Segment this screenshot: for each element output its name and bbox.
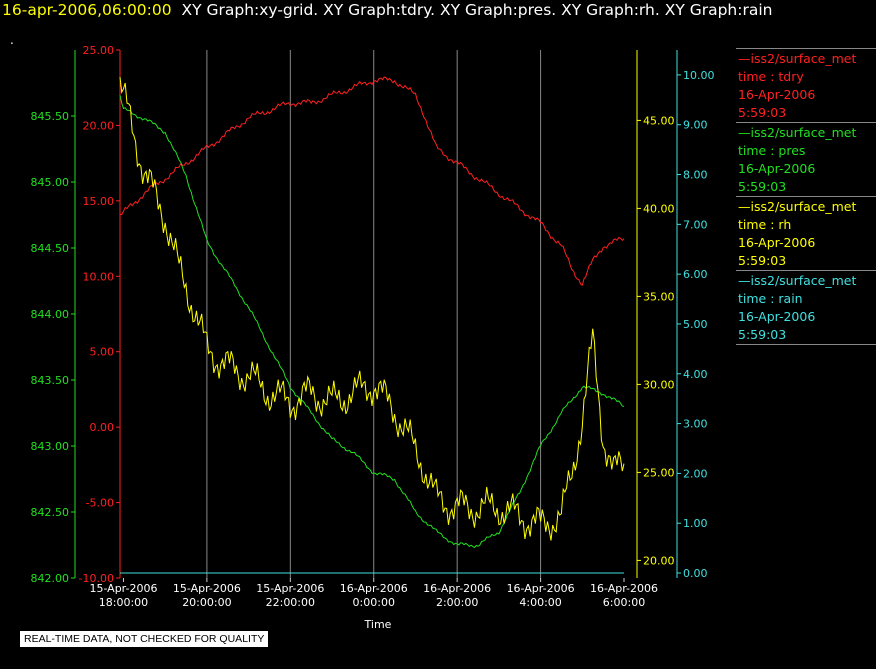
rain-tick-label: 6.00	[683, 268, 708, 281]
pres-tick-label: 844.50	[31, 242, 70, 255]
x-axis-label: Time	[364, 618, 392, 631]
legend-date: 16-Apr-2006	[738, 235, 816, 250]
rain-tick-label: 1.00	[683, 517, 708, 530]
tdry-tick-label: 20.00	[83, 119, 115, 132]
legend-source: —iss2/surface_met	[738, 273, 857, 288]
tdry-tick-label: 0.00	[90, 421, 115, 434]
rain-tick-label: 5.00	[683, 318, 708, 331]
x-tick-time: 0:00:00	[353, 596, 395, 609]
rain-tick-label: 8.00	[683, 169, 708, 182]
x-tick-date: 16-Apr-2006	[340, 582, 408, 595]
legend-variable: time : rh	[738, 217, 792, 232]
legend-date: 16-Apr-2006	[738, 161, 816, 176]
x-tick-time: 20:00:00	[182, 596, 231, 609]
pres-tick-label: 845.00	[31, 176, 70, 189]
header-graph-titles: XY Graph:xy-grid. XY Graph:tdry. XY Grap…	[181, 1, 773, 19]
rain-tick-label: 7.00	[683, 218, 708, 231]
header-dot: .	[10, 33, 14, 47]
x-tick-date: 16-Apr-2006	[507, 582, 575, 595]
legend-variable: time : tdry	[738, 69, 804, 84]
rh-tick-label: 30.00	[643, 378, 675, 391]
tdry-tick-label: -10.00	[79, 572, 114, 585]
legend-time: 5:59:03	[738, 105, 787, 120]
legend-variable: time : pres	[738, 143, 806, 158]
rh-tick-label: 20.00	[643, 554, 675, 567]
legend-time: 5:59:03	[738, 179, 787, 194]
rh-tick-label: 35.00	[643, 290, 675, 303]
legend-date: 16-Apr-2006	[738, 309, 816, 324]
legend-source: —iss2/surface_met	[738, 199, 857, 214]
tdry-series-line	[120, 76, 625, 286]
tdry-tick-label: -5.00	[86, 497, 114, 510]
pres-tick-label: 842.50	[31, 506, 70, 519]
x-tick-time: 4:00:00	[519, 596, 561, 609]
header-timestamp: 16-apr-2006,06:00:00	[2, 1, 172, 19]
rh-tick-label: 25.00	[643, 466, 675, 479]
x-tick-date: 15-Apr-2006	[256, 582, 324, 595]
pres-tick-label: 843.50	[31, 374, 70, 387]
rh-series-line	[119, 77, 625, 541]
x-tick-time: 6:00:00	[603, 596, 645, 609]
x-tick-date: 15-Apr-2006	[173, 582, 241, 595]
rh-tick-label: 45.00	[643, 114, 675, 127]
legend-source: —iss2/surface_met	[738, 125, 857, 140]
pres-tick-label: 844.00	[31, 308, 70, 321]
pres-tick-label: 842.00	[31, 572, 70, 585]
x-tick-time: 18:00:00	[99, 596, 148, 609]
x-tick-date: 15-Apr-2006	[89, 582, 157, 595]
graph-header: 16-apr-2006,06:00:00 XY Graph:xy-grid. X…	[2, 1, 772, 19]
x-tick-time: 22:00:00	[266, 596, 315, 609]
pres-tick-label: 843.00	[31, 440, 70, 453]
rain-tick-label: 3.00	[683, 418, 708, 431]
legend-variable: time : rain	[738, 291, 803, 306]
quality-disclaimer: REAL-TIME DATA, NOT CHECKED FOR QUALITY	[20, 631, 269, 647]
rain-tick-label: 2.00	[683, 467, 708, 480]
legend-time: 5:59:03	[738, 327, 787, 342]
legend: —iss2/surface_met time : tdry 16-Apr-2006 5…	[736, 48, 876, 345]
tdry-tick-label: 25.00	[83, 44, 115, 57]
rain-tick-label: 4.00	[683, 368, 708, 381]
legend-date: 16-Apr-2006	[738, 87, 816, 102]
rain-tick-label: 9.00	[683, 119, 708, 132]
rain-tick-label: 0.00	[683, 567, 708, 580]
legend-time: 5:59:03	[738, 253, 787, 268]
tdry-tick-label: 10.00	[83, 270, 115, 283]
legend-source: —iss2/surface_met	[738, 51, 857, 66]
x-tick-date: 16-Apr-2006	[590, 582, 658, 595]
tdry-tick-label: 15.00	[83, 195, 115, 208]
x-tick-time: 2:00:00	[436, 596, 478, 609]
pres-tick-label: 845.50	[31, 110, 70, 123]
rain-tick-label: 10.00	[683, 69, 715, 82]
x-tick-date: 16-Apr-2006	[423, 582, 491, 595]
pres-series-line	[119, 95, 625, 549]
rh-tick-label: 40.00	[643, 202, 675, 215]
tdry-tick-label: 5.00	[90, 346, 115, 359]
